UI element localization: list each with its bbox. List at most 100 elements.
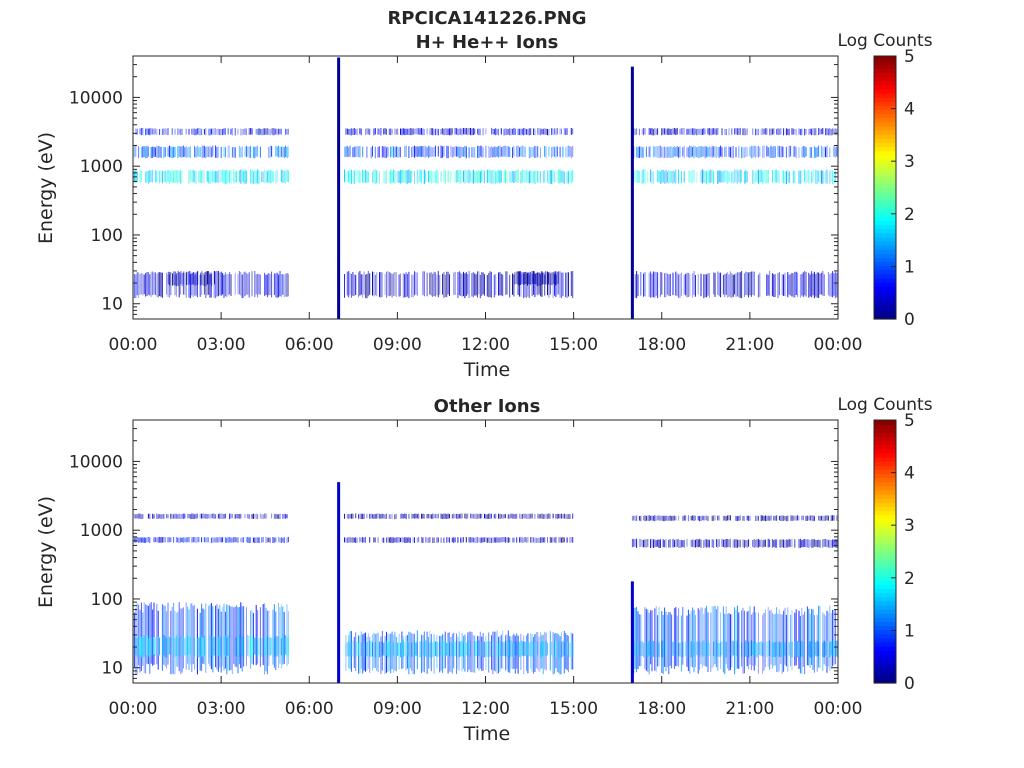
colorbar-tick-label: 3 (904, 152, 915, 172)
colorbar-segment (874, 224, 896, 230)
x-tick-label: 18:00 (637, 699, 686, 719)
colorbar-segment (874, 232, 896, 238)
x-tick-label: 03:00 (197, 335, 246, 355)
colorbar-segment (874, 109, 896, 115)
colorbar-tick-label: 1 (904, 621, 915, 641)
colorbar: Log Counts 0 1 2 3 4 5 (837, 395, 932, 694)
colorbar-segment (874, 269, 896, 275)
colorbar-segment (874, 228, 896, 234)
spectrogram-band (345, 640, 574, 658)
colorbar-segment (874, 195, 896, 201)
colorbar-segment (874, 547, 896, 553)
colorbar-tick-label: 5 (904, 411, 915, 431)
colorbar-segment (874, 498, 896, 503)
colorbar-tick-label: 5 (904, 47, 915, 67)
spectrogram-band (631, 127, 838, 136)
colorbar-segment (874, 444, 896, 450)
colorbar-segment (874, 456, 896, 462)
colorbar-tick-label: 2 (904, 205, 915, 225)
colorbar-segment (874, 97, 896, 102)
colorbar-segment (874, 290, 896, 295)
colorbar-segment (874, 183, 896, 189)
colorbar-segment (874, 175, 896, 180)
colorbar-segment (874, 76, 896, 82)
colorbar-segment (874, 452, 896, 458)
colorbar-segment (874, 518, 896, 524)
colorbar-segment (874, 600, 896, 606)
colorbar-segment (874, 134, 896, 139)
colorbar-segment (874, 658, 896, 664)
colorbar-segment (874, 522, 896, 528)
colorbar-segment (874, 662, 896, 668)
y-tick-label: 1000 (80, 521, 123, 541)
colorbar-tick-label: 0 (904, 674, 915, 694)
colorbar-segment (874, 158, 896, 164)
x-axis-label: Time (463, 723, 511, 745)
colorbar-segment (874, 436, 896, 442)
colorbar-segment (874, 555, 896, 561)
y-tick-label: 100 (91, 590, 123, 610)
colorbar-segment (874, 428, 896, 433)
colorbar-segment (874, 588, 896, 594)
colorbar-segment (874, 88, 896, 94)
spectrogram-band (631, 538, 838, 548)
colorbar-segment (874, 310, 896, 316)
spectrogram-band (514, 271, 559, 287)
colorbar-segment (874, 257, 896, 263)
colorbar-segment (874, 240, 896, 246)
x-tick-label: 18:00 (637, 335, 686, 355)
x-axis: 00:00 03:00 06:00 09:00 12:00 15:00 18:00 21:00… (109, 420, 863, 719)
colorbar-segment (874, 637, 896, 643)
colorbar-tick-label: 3 (904, 516, 915, 536)
colorbar-segment (874, 68, 896, 74)
colorbar-segment (874, 277, 896, 283)
colorbar: Log Counts 0 1 2 3 4 5 (837, 31, 932, 330)
colorbar-segment (874, 60, 896, 65)
colorbar-segment (874, 171, 896, 176)
y-tick-label: 10000 (69, 452, 123, 472)
spectrogram-band (344, 513, 574, 520)
colorbar-segment (874, 678, 896, 684)
colorbar-segment (874, 469, 896, 475)
x-axis: 00:00 03:00 06:00 09:00 12:00 15:00 18:00 21:00… (109, 56, 863, 355)
x-tick-label: 00:00 (109, 699, 158, 719)
colorbar-segment (874, 253, 896, 258)
colorbar-segment (874, 609, 896, 614)
colorbar-segment (874, 121, 896, 127)
colorbar-segment (874, 526, 896, 532)
x-tick-label: 00:00 (814, 335, 863, 355)
colorbar-segment (874, 465, 896, 470)
colorbar-segment (874, 641, 896, 647)
x-tick-label: 06:00 (285, 335, 334, 355)
colorbar-segment (874, 572, 896, 577)
colorbar-segment (874, 154, 896, 160)
colorbar-segment (874, 220, 896, 226)
colorbar-segment (874, 440, 896, 446)
colorbar-segment (874, 604, 896, 610)
colorbar-segment (874, 461, 896, 466)
colorbar-segment (874, 473, 896, 479)
colorbar-segment (874, 448, 896, 454)
spectrogram-band (132, 145, 289, 159)
x-tick-label: 00:00 (109, 335, 158, 355)
colorbar-segment (874, 105, 896, 111)
colorbar-segment (874, 563, 896, 569)
colorbar-segment (874, 485, 896, 491)
spectrogram-band (631, 515, 838, 522)
colorbar-segment (874, 298, 896, 304)
colorbar-segment (874, 489, 896, 495)
colorbar-segment (874, 584, 896, 590)
y-tick-label: 10 (101, 659, 123, 679)
panel-title: H+ He++ Ions (416, 32, 559, 53)
spectrogram-band (631, 145, 838, 159)
colorbar-segment (874, 56, 896, 61)
spectrogram-band (634, 270, 838, 299)
colorbar-segment (874, 249, 896, 254)
colorbar-segment (874, 617, 896, 622)
colorbar-segment (874, 138, 896, 143)
spectrogram-band (132, 169, 289, 184)
spectrogram-band (132, 513, 288, 520)
colorbar-segment (874, 666, 896, 672)
colorbar-segment (874, 191, 896, 197)
